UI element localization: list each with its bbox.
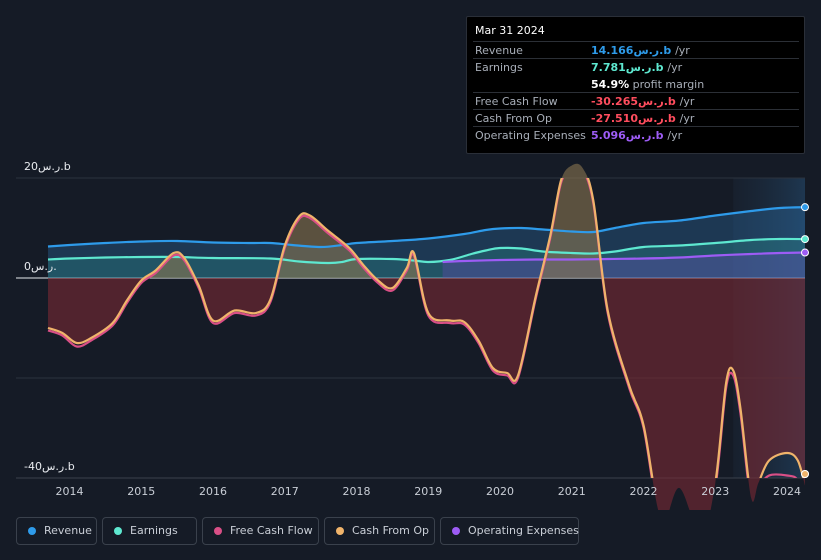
tooltip-label: Cash From Op <box>475 112 553 125</box>
legend-label: Operating Expenses <box>468 524 579 537</box>
legend-dot-icon <box>28 527 36 535</box>
x-tick-label: 2024 <box>773 485 801 498</box>
tooltip-value: -30.265ر.س.b /yr <box>591 95 695 108</box>
tooltip-label: Operating Expenses <box>475 129 586 142</box>
x-tick-label: 2022 <box>630 485 658 498</box>
tooltip-row-cash-from-op: Cash From Op -27.510ر.س.b /yr <box>473 109 799 127</box>
legend-label: Free Cash Flow <box>230 524 313 537</box>
legend-label: Revenue <box>44 524 92 537</box>
x-tick-label: 2016 <box>199 485 227 498</box>
tooltip-value: 7.781ر.س.b /yr <box>591 61 683 74</box>
legend-item-cash-from-op[interactable]: Cash From Op <box>324 517 435 545</box>
tooltip-value: -27.510ر.س.b /yr <box>591 112 695 125</box>
legend-dot-icon <box>114 527 122 535</box>
tooltip-profit-margin: 54.9% profit margin <box>591 78 705 91</box>
legend-dot-icon <box>336 527 344 535</box>
legend-item-free-cash-flow[interactable]: Free Cash Flow <box>202 517 319 545</box>
cash-from-op-line <box>47 178 805 478</box>
tooltip-label: Free Cash Flow <box>475 95 558 108</box>
tooltip-row-revenue: Revenue 14.166ر.س.b /yr <box>473 41 799 59</box>
tooltip-row-earnings: Earnings 7.781ر.س.b /yr <box>473 58 799 76</box>
tooltip-label: Revenue <box>475 44 523 57</box>
cash-from-op-area-negative <box>48 278 805 510</box>
tooltip-label: Earnings <box>475 61 523 74</box>
x-tick-label: 2019 <box>414 485 442 498</box>
x-tick-label: 2023 <box>701 485 729 498</box>
operating-expenses-line <box>442 251 805 264</box>
tooltip-value: 14.166ر.س.b /yr <box>591 44 690 57</box>
legend-label: Cash From Op <box>352 524 430 537</box>
tooltip-date: Mar 31 2024 <box>475 24 545 37</box>
y-axis-bottom-label: -40ر.س.b <box>24 460 75 473</box>
x-tick-label: 2021 <box>558 485 586 498</box>
revenue-end-dot <box>801 203 809 212</box>
earnings-area-positive <box>48 238 805 278</box>
tooltip-row-free-cash-flow: Free Cash Flow -30.265ر.س.b /yr <box>473 92 799 110</box>
x-tick-label: 2014 <box>56 485 84 498</box>
tooltip-row-operating-expenses: Operating Expenses 5.096ر.س.b /yr <box>473 126 799 144</box>
earnings-end-dot <box>801 235 809 244</box>
operating-expenses-area-positive <box>442 252 805 278</box>
y-axis-top-label: 20ر.س.b <box>24 160 71 173</box>
legend-label: Earnings <box>130 524 178 537</box>
tooltip-panel: Mar 31 2024 Revenue 14.166ر.س.b /yr Earn… <box>466 16 805 154</box>
legend-item-earnings[interactable]: Earnings <box>102 517 197 545</box>
legend-item-revenue[interactable]: Revenue <box>16 517 97 545</box>
y-axis-zero-label: 0ر.س. <box>24 260 57 273</box>
legend-item-operating-expenses[interactable]: Operating Expenses <box>440 517 579 545</box>
revenue-area-positive <box>48 207 805 278</box>
operating-expenses-end-dot <box>801 248 809 257</box>
x-tick-label: 2015 <box>127 485 155 498</box>
tooltip-value: 5.096ر.س.b /yr <box>591 129 683 142</box>
cash-from-op-end-dot <box>801 470 809 478</box>
earnings-line <box>47 237 805 265</box>
legend-dot-icon <box>452 527 460 535</box>
x-tick-label: 2018 <box>343 485 371 498</box>
chart: 20ر.س.b 0ر.س. -40ر.س.b 2014 2015 2016 2017 2… <box>16 160 809 510</box>
revenue-line <box>47 206 805 249</box>
x-tick-label: 2020 <box>486 485 514 498</box>
x-tick-label: 2017 <box>271 485 299 498</box>
legend-dot-icon <box>214 527 222 535</box>
